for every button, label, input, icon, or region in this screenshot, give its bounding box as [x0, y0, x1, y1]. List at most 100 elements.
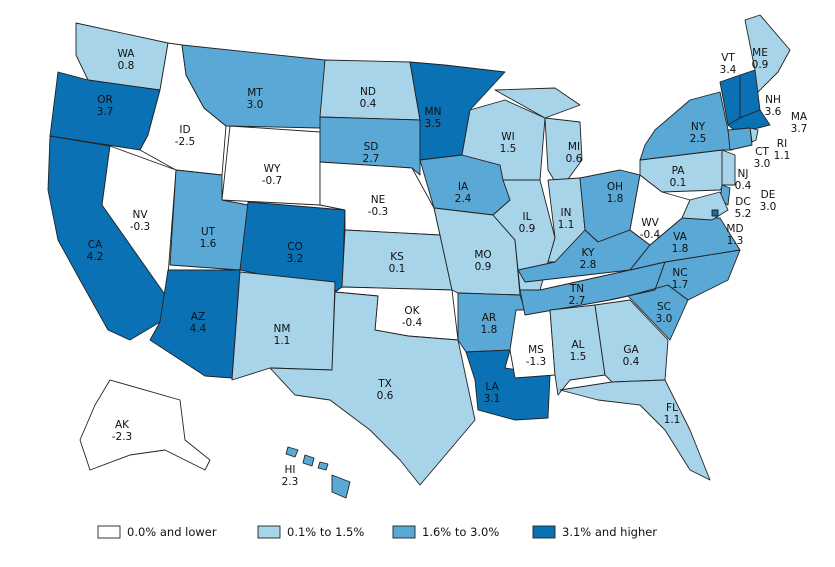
state-value-la: 3.1	[484, 393, 501, 405]
state-value-in: 1.1	[558, 219, 575, 231]
state-label-sd: SD	[364, 141, 379, 153]
state-sd	[319, 116, 421, 176]
state-fl	[559, 379, 711, 481]
state-label-nc: NC	[672, 267, 687, 279]
state-value-il: 0.9	[519, 223, 536, 235]
state-label-ma: MA	[791, 111, 808, 123]
state-label-me: ME	[752, 47, 768, 59]
state-value-mn: 3.5	[425, 118, 442, 130]
legend-swatch-2	[257, 525, 281, 539]
state-label-ne: NE	[371, 194, 386, 206]
state-shapes	[47, 14, 791, 499]
state-label-mn: MN	[425, 106, 442, 118]
state-value-fl: 1.1	[664, 414, 681, 426]
state-value-sc: 3.0	[656, 313, 673, 325]
state-value-wi: 1.5	[500, 143, 517, 155]
state-dc	[711, 209, 719, 217]
state-label-wv: WV	[641, 217, 659, 229]
state-value-nh: 3.6	[765, 106, 782, 118]
state-label-hi: HI	[285, 464, 296, 476]
state-label-ok: OK	[404, 305, 420, 317]
state-label-ca: CA	[88, 239, 103, 251]
state-value-ma: 3.7	[791, 123, 808, 135]
state-label-va: VA	[673, 231, 688, 243]
state-label-nm: NM	[274, 323, 291, 335]
state-value-wa: 0.8	[118, 60, 135, 72]
state-label-mo: MO	[474, 249, 491, 261]
state-label-ut: UT	[201, 226, 216, 238]
state-value-nd: 0.4	[360, 98, 377, 110]
state-value-ks: 0.1	[389, 263, 406, 275]
state-label-sc: SC	[657, 301, 671, 313]
state-label-dc: DC	[735, 196, 750, 208]
state-label-oh: OH	[607, 181, 623, 193]
state-value-md: 1.3	[727, 235, 744, 247]
legend: 0.0% and lower 0.1% to 1.5% 1.6% to 3.0% 3.…	[97, 525, 657, 539]
state-label-co: CO	[287, 241, 303, 253]
state-nj	[721, 149, 736, 186]
state-value-ny: 2.5	[690, 133, 707, 145]
state-label-de: DE	[761, 189, 776, 201]
state-value-tx: 0.6	[377, 390, 394, 402]
state-label-al: AL	[571, 339, 584, 351]
state-value-ia: 2.4	[455, 193, 472, 205]
state-value-tn: 2.7	[569, 295, 586, 307]
state-value-ga: 0.4	[623, 356, 640, 368]
state-label-ky: KY	[582, 247, 596, 259]
state-label-wa: WA	[118, 48, 136, 60]
state-value-mt: 3.0	[247, 99, 264, 111]
state-value-or: 3.7	[97, 106, 114, 118]
state-value-me: 0.9	[752, 59, 769, 71]
state-value-ne: -0.3	[368, 206, 389, 218]
state-label-la: LA	[485, 381, 499, 393]
state-label-wy: WY	[264, 163, 281, 175]
state-label-nj: NJ	[738, 168, 749, 180]
state-label-ia: IA	[458, 181, 469, 193]
state-mi	[494, 87, 583, 191]
legend-label-4: 3.1% and higher	[562, 525, 657, 539]
state-label-nv: NV	[132, 209, 148, 221]
state-label-ri: RI	[777, 138, 787, 150]
state-value-dc: 5.2	[735, 208, 752, 220]
state-value-al: 1.5	[570, 351, 587, 363]
state-labels: WA0.8OR3.7CA4.2ID-2.5NV-0.3MT3.0WY-0.7UT…	[87, 47, 808, 488]
legend-label-1: 0.0% and lower	[127, 525, 217, 539]
legend-swatch-1	[97, 525, 121, 539]
state-value-mi: 0.6	[566, 153, 583, 165]
legend-swatch-4	[532, 525, 556, 539]
state-value-oh: 1.8	[607, 193, 624, 205]
state-value-az: 4.4	[190, 323, 207, 335]
state-value-sd: 2.7	[363, 153, 380, 165]
state-la	[465, 349, 551, 421]
state-value-ri: 1.1	[774, 150, 791, 162]
state-label-pa: PA	[672, 165, 686, 177]
state-value-co: 3.2	[287, 253, 304, 265]
state-label-wi: WI	[501, 131, 514, 143]
state-label-nd: ND	[360, 86, 376, 98]
state-label-md: MD	[726, 223, 743, 235]
state-value-vt: 3.4	[720, 64, 737, 76]
state-label-tn: TN	[569, 283, 584, 295]
state-value-ak: -2.3	[112, 431, 133, 443]
state-value-id: -2.5	[175, 136, 196, 148]
state-value-hi: 2.3	[282, 476, 299, 488]
state-label-id: ID	[179, 124, 190, 136]
state-label-ms: MS	[528, 344, 544, 356]
state-label-vt: VT	[721, 52, 735, 64]
state-value-ms: -1.3	[526, 356, 547, 368]
state-value-wv: -0.4	[640, 229, 661, 241]
state-md	[681, 191, 729, 221]
state-value-va: 1.8	[672, 243, 689, 255]
state-label-ny: NY	[691, 121, 706, 133]
state-label-or: OR	[97, 94, 113, 106]
state-value-nc: 1.7	[672, 279, 689, 291]
state-value-mo: 0.9	[475, 261, 492, 273]
state-label-il: IL	[523, 211, 532, 223]
state-value-ut: 1.6	[200, 238, 217, 250]
state-value-nv: -0.3	[130, 221, 151, 233]
state-label-tx: TX	[377, 378, 392, 390]
legend-swatch-3	[392, 525, 416, 539]
state-value-wy: -0.7	[262, 175, 283, 187]
state-label-mt: MT	[247, 87, 263, 99]
